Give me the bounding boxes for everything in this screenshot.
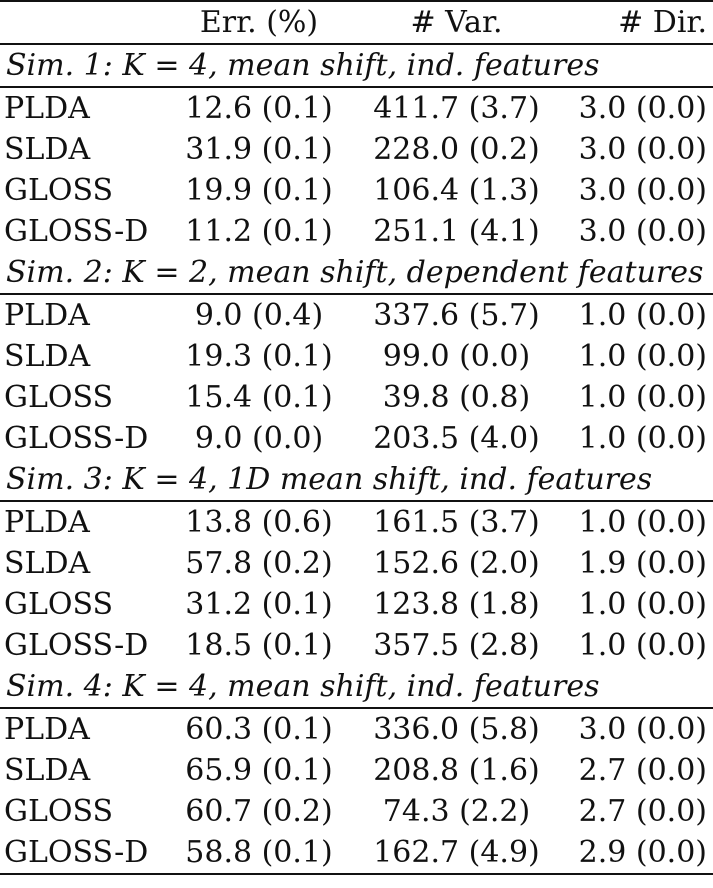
- header-method: [0, 0, 164, 45]
- cell-variables: 152.6 (2.0): [373, 546, 540, 581]
- table-row: GLOSS-D 9.0 (0.0) 203.5 (4.0) 1.0 (0.0): [0, 418, 713, 459]
- cell-method: SLDA: [4, 753, 91, 788]
- table-row: PLDA 12.6 (0.1) 411.7 (3.7) 3.0 (0.0): [0, 87, 713, 129]
- table-row: SLDA 65.9 (0.1) 208.8 (1.6) 2.7 (0.0): [0, 750, 713, 791]
- cell-directions: 1.0 (0.0): [578, 628, 707, 663]
- table-row: GLOSS-D 11.2 (0.1) 251.1 (4.1) 3.0 (0.0): [0, 211, 713, 252]
- cell-error: 9.0 (0.0): [194, 421, 324, 456]
- cell-directions: 1.0 (0.0): [578, 339, 707, 374]
- cell-method: GLOSS: [4, 587, 114, 622]
- cell-variables: 357.5 (2.8): [373, 628, 540, 663]
- cell-error: 15.4 (0.1): [185, 380, 333, 415]
- cell-directions: 3.0 (0.0): [578, 91, 707, 126]
- cell-variables: 336.0 (5.8): [373, 712, 540, 747]
- cell-error: 19.9 (0.1): [185, 173, 333, 208]
- header-directions: # Dir.: [559, 0, 713, 45]
- cell-error: 65.9 (0.1): [185, 753, 333, 788]
- cell-method: SLDA: [4, 132, 91, 167]
- cell-error: 18.5 (0.1): [185, 628, 333, 663]
- section-title: Sim. 3: K = 4, 1D mean shift, ind. featu…: [0, 459, 713, 502]
- cell-method: SLDA: [4, 339, 91, 374]
- cell-directions: 1.0 (0.0): [578, 421, 707, 456]
- section-title: Sim. 4: K = 4, mean shift, ind. features: [0, 666, 713, 709]
- cell-method: PLDA: [4, 298, 90, 333]
- cell-error: 11.2 (0.1): [185, 214, 333, 249]
- cell-error: 9.0 (0.4): [194, 298, 324, 333]
- cell-variables: 161.5 (3.7): [373, 505, 540, 540]
- table-row: SLDA 31.9 (0.1) 228.0 (0.2) 3.0 (0.0): [0, 129, 713, 170]
- cell-variables: 411.7 (3.7): [373, 91, 540, 126]
- table-row: GLOSS-D 58.8 (0.1) 162.7 (4.9) 2.9 (0.0): [0, 832, 713, 875]
- table-row: PLDA 9.0 (0.4) 337.6 (5.7) 1.0 (0.0): [0, 294, 713, 336]
- cell-directions: 1.0 (0.0): [578, 380, 707, 415]
- section-header-row: Sim. 2: K = 2, mean shift, dependent fea…: [0, 252, 713, 295]
- cell-directions: 2.7 (0.0): [578, 753, 707, 788]
- cell-method: GLOSS: [4, 794, 114, 829]
- header-variables: # Var.: [354, 0, 559, 45]
- section-title: Sim. 1: K = 4, mean shift, ind. features: [0, 44, 713, 88]
- cell-variables: 162.7 (4.9): [354, 832, 559, 875]
- table-row: GLOSS 31.2 (0.1) 123.8 (1.8) 1.0 (0.0): [0, 584, 713, 625]
- cell-error: 13.8 (0.6): [185, 505, 333, 540]
- cell-method: PLDA: [4, 712, 90, 747]
- table-row: PLDA 60.3 (0.1) 336.0 (5.8) 3.0 (0.0): [0, 708, 713, 750]
- cell-directions: 3.0 (0.0): [578, 214, 707, 249]
- table-body: Sim. 1: K = 4, mean shift, ind. features…: [0, 44, 713, 875]
- cell-directions: 1.0 (0.0): [578, 587, 707, 622]
- cell-error: 12.6 (0.1): [185, 91, 333, 126]
- table-row: GLOSS 60.7 (0.2) 74.3 (2.2) 2.7 (0.0): [0, 791, 713, 832]
- table-row: SLDA 19.3 (0.1) 99.0 (0.0) 1.0 (0.0): [0, 336, 713, 377]
- cell-directions: 2.7 (0.0): [578, 794, 707, 829]
- cell-error: 31.2 (0.1): [185, 587, 333, 622]
- cell-method: SLDA: [4, 546, 91, 581]
- cell-method: PLDA: [4, 505, 90, 540]
- cell-error: 31.9 (0.1): [185, 132, 333, 167]
- cell-method: GLOSS-D: [0, 832, 164, 875]
- cell-variables: 203.5 (4.0): [373, 421, 540, 456]
- header-error: Err. (%): [164, 0, 354, 45]
- cell-variables: 99.0 (0.0): [382, 339, 531, 374]
- cell-error: 60.3 (0.1): [185, 712, 333, 747]
- table-row: PLDA 13.8 (0.6) 161.5 (3.7) 1.0 (0.0): [0, 501, 713, 543]
- header-row: Err. (%) # Var. # Dir.: [0, 0, 713, 45]
- cell-error: 58.8 (0.1): [164, 832, 354, 875]
- section-title: Sim. 2: K = 2, mean shift, dependent fea…: [0, 252, 713, 295]
- cell-directions: 1.0 (0.0): [578, 298, 707, 333]
- cell-method: GLOSS-D: [4, 214, 149, 249]
- cell-variables: 106.4 (1.3): [373, 173, 540, 208]
- cell-method: GLOSS-D: [4, 628, 149, 663]
- section-header-row: Sim. 3: K = 4, 1D mean shift, ind. featu…: [0, 459, 713, 502]
- table-row: SLDA 57.8 (0.2) 152.6 (2.0) 1.9 (0.0): [0, 543, 713, 584]
- cell-error: 19.3 (0.1): [185, 339, 333, 374]
- cell-variables: 337.6 (5.7): [373, 298, 540, 333]
- cell-directions: 1.9 (0.0): [578, 546, 707, 581]
- cell-variables: 251.1 (4.1): [373, 214, 540, 249]
- cell-variables: 123.8 (1.8): [373, 587, 540, 622]
- cell-variables: 228.0 (0.2): [373, 132, 540, 167]
- cell-variables: 39.8 (0.8): [382, 380, 531, 415]
- cell-directions: 3.0 (0.0): [578, 132, 707, 167]
- cell-method: PLDA: [4, 91, 90, 126]
- cell-directions: 3.0 (0.0): [578, 173, 707, 208]
- cell-error: 57.8 (0.2): [185, 546, 333, 581]
- cell-directions: 1.0 (0.0): [578, 505, 707, 540]
- cell-directions: 2.9 (0.0): [559, 832, 713, 875]
- table-row: GLOSS-D 18.5 (0.1) 357.5 (2.8) 1.0 (0.0): [0, 625, 713, 666]
- cell-method: GLOSS-D: [4, 421, 149, 456]
- table-row: GLOSS 15.4 (0.1) 39.8 (0.8) 1.0 (0.0): [0, 377, 713, 418]
- cell-variables: 208.8 (1.6): [373, 753, 540, 788]
- table-row: GLOSS 19.9 (0.1) 106.4 (1.3) 3.0 (0.0): [0, 170, 713, 211]
- section-header-row: Sim. 4: K = 4, mean shift, ind. features: [0, 666, 713, 709]
- cell-error: 60.7 (0.2): [185, 794, 333, 829]
- cell-method: GLOSS: [4, 173, 114, 208]
- section-header-row: Sim. 1: K = 4, mean shift, ind. features: [0, 44, 713, 88]
- cell-variables: 74.3 (2.2): [382, 794, 531, 829]
- cell-directions: 3.0 (0.0): [578, 712, 707, 747]
- cell-method: GLOSS: [4, 380, 114, 415]
